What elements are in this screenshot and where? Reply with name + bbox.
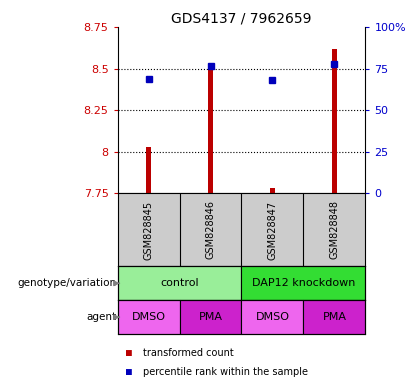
- Text: GSM828845: GSM828845: [144, 200, 154, 260]
- Title: GDS4137 / 7962659: GDS4137 / 7962659: [171, 12, 312, 26]
- Bar: [241, 300, 303, 334]
- Text: DMSO: DMSO: [255, 312, 289, 322]
- Text: PMA: PMA: [323, 312, 346, 322]
- Bar: [208, 68, 213, 194]
- Text: ■: ■: [126, 348, 132, 358]
- Text: GSM828846: GSM828846: [205, 200, 215, 260]
- Text: transformed count: transformed count: [143, 348, 234, 358]
- Text: DAP12 knockdown: DAP12 knockdown: [252, 278, 355, 288]
- Bar: [241, 266, 365, 300]
- Text: GSM828848: GSM828848: [329, 200, 339, 260]
- Text: PMA: PMA: [199, 312, 223, 322]
- Bar: [303, 300, 365, 334]
- Bar: [332, 48, 337, 194]
- Text: percentile rank within the sample: percentile rank within the sample: [143, 367, 308, 377]
- Text: genotype/variation: genotype/variation: [17, 278, 116, 288]
- Text: control: control: [160, 278, 199, 288]
- Text: GSM828847: GSM828847: [268, 200, 278, 260]
- Bar: [270, 188, 275, 194]
- Text: agent: agent: [86, 312, 116, 322]
- Text: ■: ■: [126, 367, 132, 377]
- Bar: [146, 147, 151, 194]
- Bar: [180, 300, 241, 334]
- Bar: [118, 266, 242, 300]
- Bar: [118, 300, 180, 334]
- Text: DMSO: DMSO: [131, 312, 165, 322]
